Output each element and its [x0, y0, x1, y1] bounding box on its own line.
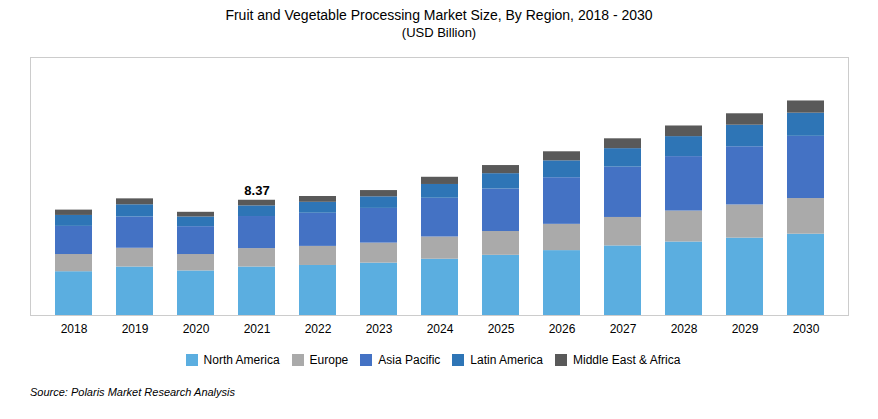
svg-text:2030: 2030 [793, 322, 820, 336]
svg-text:2029: 2029 [732, 322, 759, 336]
svg-text:2026: 2026 [549, 322, 576, 336]
html-text:Asia Pacific: Asia Pacific [378, 352, 441, 367]
svg-text:2021: 2021 [244, 322, 271, 336]
svg-text:2018: 2018 [61, 322, 88, 336]
html-text:Middle East & Africa: Middle East & Africa [573, 352, 681, 367]
svg-text:2024: 2024 [427, 322, 454, 336]
html-text:Europe: Europe [309, 352, 349, 367]
html-text:Fruit and Vegetable Processing: Fruit and Vegetable Processing Market Si… [225, 7, 653, 23]
svg-text:2019: 2019 [122, 322, 149, 336]
svg-text:2023: 2023 [366, 322, 393, 336]
html-text:Latin America: Latin America [470, 352, 543, 367]
html-text:(USD Billion): (USD Billion) [401, 25, 477, 40]
svg-text:2020: 2020 [183, 322, 210, 336]
html-text:North America: North America [203, 352, 280, 367]
svg-text:2025: 2025 [488, 322, 515, 336]
svg-text:2027: 2027 [610, 322, 637, 336]
svg-text:8.37: 8.37 [244, 183, 269, 198]
svg-text:2022: 2022 [305, 322, 332, 336]
svg-text:2028: 2028 [671, 322, 698, 336]
html-text:Source: Polaris Market Researc: Source: Polaris Market Research Analysis [30, 386, 235, 398]
